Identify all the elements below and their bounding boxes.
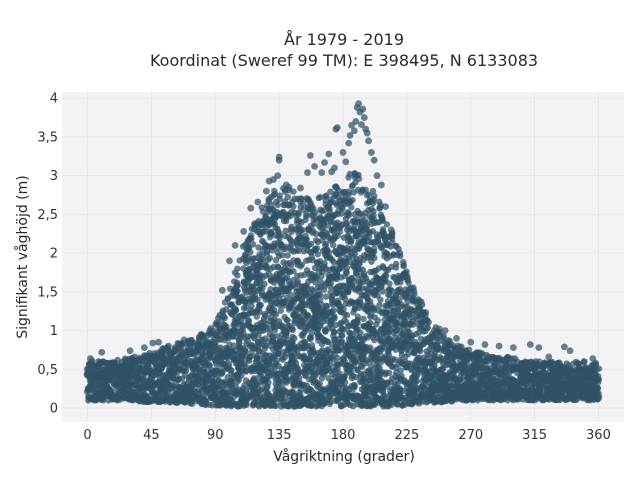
data-point (247, 249, 254, 256)
data-point (233, 279, 241, 286)
data-point (376, 301, 383, 309)
data-point (234, 265, 241, 272)
data-point (334, 354, 341, 362)
data-point (299, 226, 306, 234)
data-point (388, 232, 396, 240)
data-point (242, 348, 249, 355)
data-point (357, 329, 364, 336)
data-point (289, 326, 296, 334)
data-point (294, 366, 302, 373)
data-point (354, 319, 361, 327)
data-point (257, 301, 264, 309)
data-point (348, 204, 355, 211)
data-point (172, 348, 180, 355)
data-point (345, 212, 353, 219)
data-point (383, 221, 391, 228)
data-point (338, 332, 345, 339)
data-point (265, 379, 272, 386)
data-point (417, 347, 424, 355)
data-point (386, 280, 393, 287)
data-point (242, 304, 250, 311)
data-point (370, 248, 378, 256)
data-point (400, 261, 407, 269)
data-point (371, 192, 378, 200)
data-point (322, 293, 330, 300)
data-point (248, 303, 255, 310)
data-point (386, 369, 393, 377)
data-point (228, 377, 235, 384)
data-point (323, 303, 331, 310)
data-point (206, 362, 213, 369)
data-point (343, 311, 351, 319)
data-point (232, 306, 240, 314)
data-point (360, 315, 367, 323)
data-point (397, 367, 404, 374)
data-point (314, 251, 321, 258)
data-point (247, 234, 254, 242)
data-point (382, 272, 390, 279)
data-point (371, 254, 378, 262)
data-point (276, 192, 283, 199)
data-point (290, 203, 297, 210)
chart-title-line-2: Koordinat (Sweref 99 TM): E 398495, N 61… (150, 51, 538, 70)
data-point (379, 288, 386, 295)
data-point (100, 397, 107, 404)
data-point (392, 264, 400, 271)
data-point (307, 240, 315, 248)
data-point (234, 287, 241, 295)
data-point (261, 280, 268, 288)
data-point (330, 313, 338, 320)
data-point (377, 296, 384, 303)
data-point (221, 314, 229, 322)
data-point (307, 199, 314, 207)
data-point (291, 335, 298, 342)
data-point (355, 175, 363, 183)
data-point (261, 345, 268, 353)
chart-title-line-1: År 1979 - 2019 (284, 30, 404, 49)
data-point (240, 284, 248, 291)
data-point (411, 290, 418, 298)
data-point (374, 317, 382, 324)
data-point (302, 232, 309, 240)
data-point (425, 318, 432, 326)
data-point (330, 307, 337, 314)
data-point (343, 269, 350, 277)
data-point (330, 241, 337, 249)
data-point (307, 334, 315, 342)
data-point (242, 368, 249, 375)
data-point (265, 360, 272, 368)
data-point (341, 379, 349, 386)
data-point (238, 372, 245, 379)
data-point (230, 342, 238, 349)
scatter-points (83, 100, 603, 410)
data-point (341, 295, 349, 302)
data-point (274, 201, 281, 209)
data-point (284, 193, 291, 201)
data-point (349, 196, 356, 204)
data-point (296, 374, 303, 382)
data-point (376, 204, 383, 211)
data-point (367, 319, 374, 327)
data-point (182, 367, 190, 374)
data-point (234, 272, 241, 279)
data-point (351, 381, 358, 389)
data-point (241, 361, 248, 368)
data-point (249, 241, 257, 248)
data-point (266, 254, 273, 262)
